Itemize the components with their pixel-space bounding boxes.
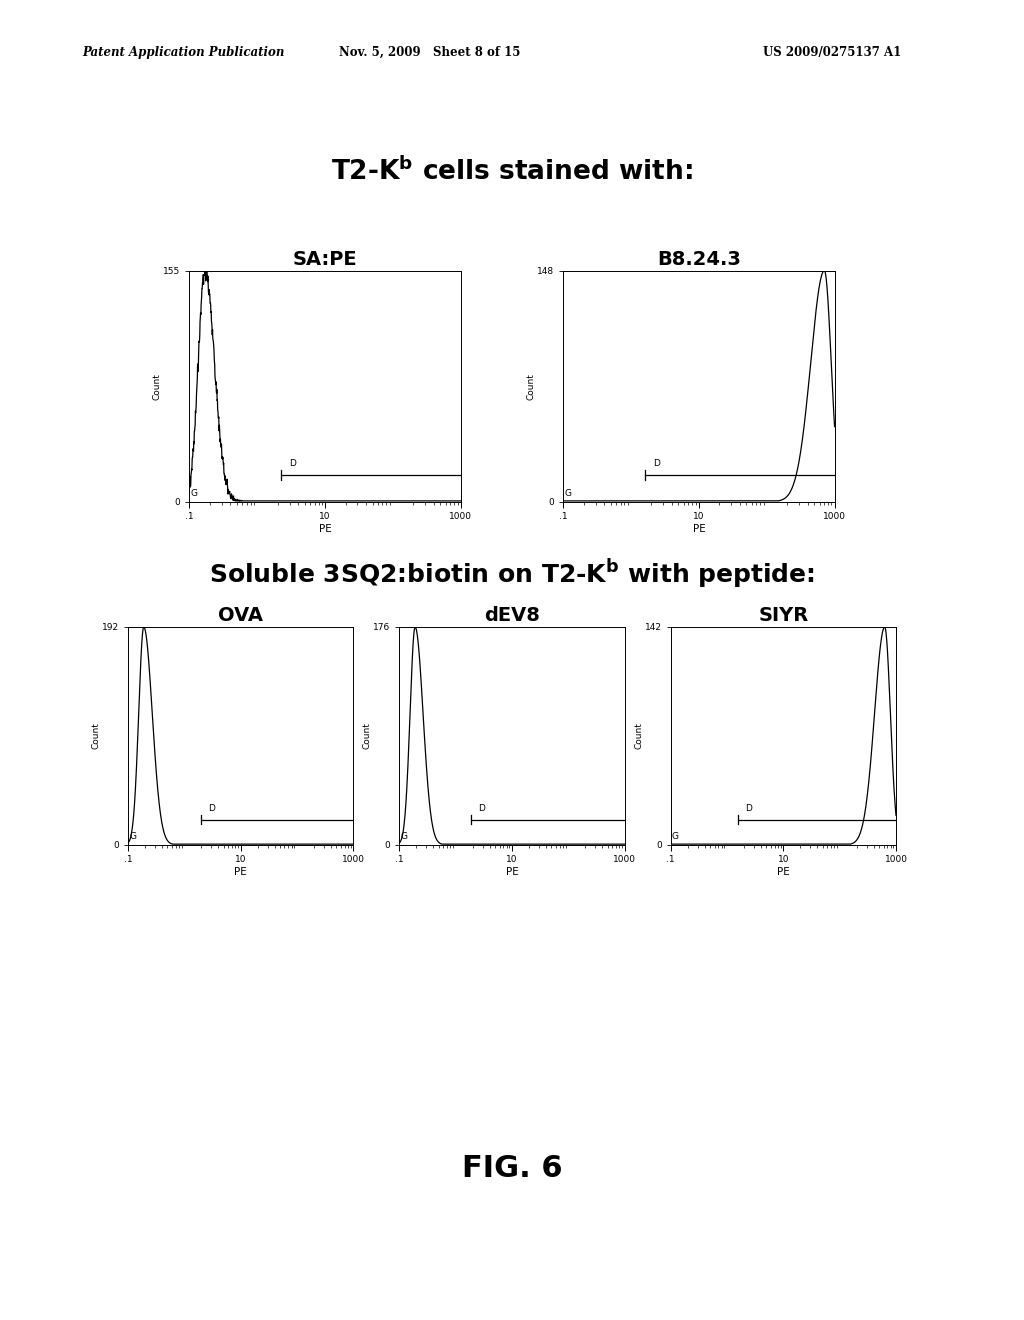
Text: Nov. 5, 2009   Sheet 8 of 15: Nov. 5, 2009 Sheet 8 of 15 <box>339 46 521 59</box>
X-axis label: PE: PE <box>318 524 332 533</box>
Text: G: G <box>129 833 136 841</box>
Text: D: D <box>289 459 296 467</box>
Y-axis label: Count: Count <box>91 722 100 750</box>
X-axis label: PE: PE <box>234 867 247 876</box>
Text: T2-K$^\mathbf{b}$ cells stained with:: T2-K$^\mathbf{b}$ cells stained with: <box>331 157 693 186</box>
Title: OVA: OVA <box>218 606 263 626</box>
X-axis label: PE: PE <box>506 867 518 876</box>
Text: G: G <box>190 488 198 498</box>
Y-axis label: Count: Count <box>634 722 643 750</box>
Title: B8.24.3: B8.24.3 <box>657 249 740 269</box>
X-axis label: PE: PE <box>692 524 706 533</box>
Y-axis label: Count: Count <box>153 372 162 400</box>
Text: G: G <box>564 488 571 498</box>
Text: D: D <box>208 804 215 813</box>
Text: D: D <box>478 804 485 813</box>
Title: SA:PE: SA:PE <box>293 249 357 269</box>
Text: D: D <box>745 804 752 813</box>
Y-axis label: Count: Count <box>362 722 372 750</box>
Text: Patent Application Publication: Patent Application Publication <box>82 46 285 59</box>
Text: G: G <box>672 833 679 841</box>
Title: SIYR: SIYR <box>758 606 809 626</box>
Text: FIG. 6: FIG. 6 <box>462 1154 562 1183</box>
Text: G: G <box>400 833 408 841</box>
Text: D: D <box>652 459 659 467</box>
X-axis label: PE: PE <box>777 867 790 876</box>
Text: Soluble 3SQ2:biotin on T2-K$^\mathbf{b}$ with peptide:: Soluble 3SQ2:biotin on T2-K$^\mathbf{b}$… <box>209 557 815 591</box>
Text: US 2009/0275137 A1: US 2009/0275137 A1 <box>763 46 901 59</box>
Y-axis label: Count: Count <box>526 372 536 400</box>
Title: dEV8: dEV8 <box>484 606 540 626</box>
